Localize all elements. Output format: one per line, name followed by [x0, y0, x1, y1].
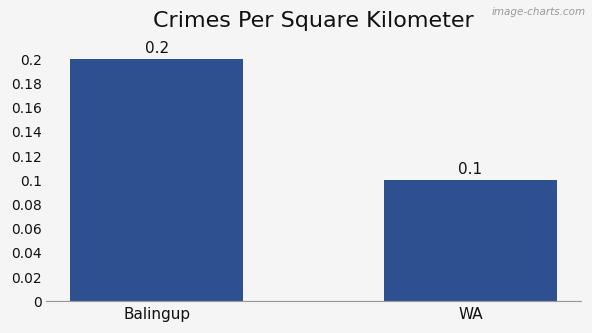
Title: Crimes Per Square Kilometer: Crimes Per Square Kilometer — [153, 11, 474, 31]
Bar — [70, 59, 243, 301]
Text: 0.1: 0.1 — [458, 162, 482, 176]
Text: 0.2: 0.2 — [144, 41, 169, 56]
Text: image-charts.com: image-charts.com — [492, 7, 586, 17]
Bar — [384, 180, 556, 301]
